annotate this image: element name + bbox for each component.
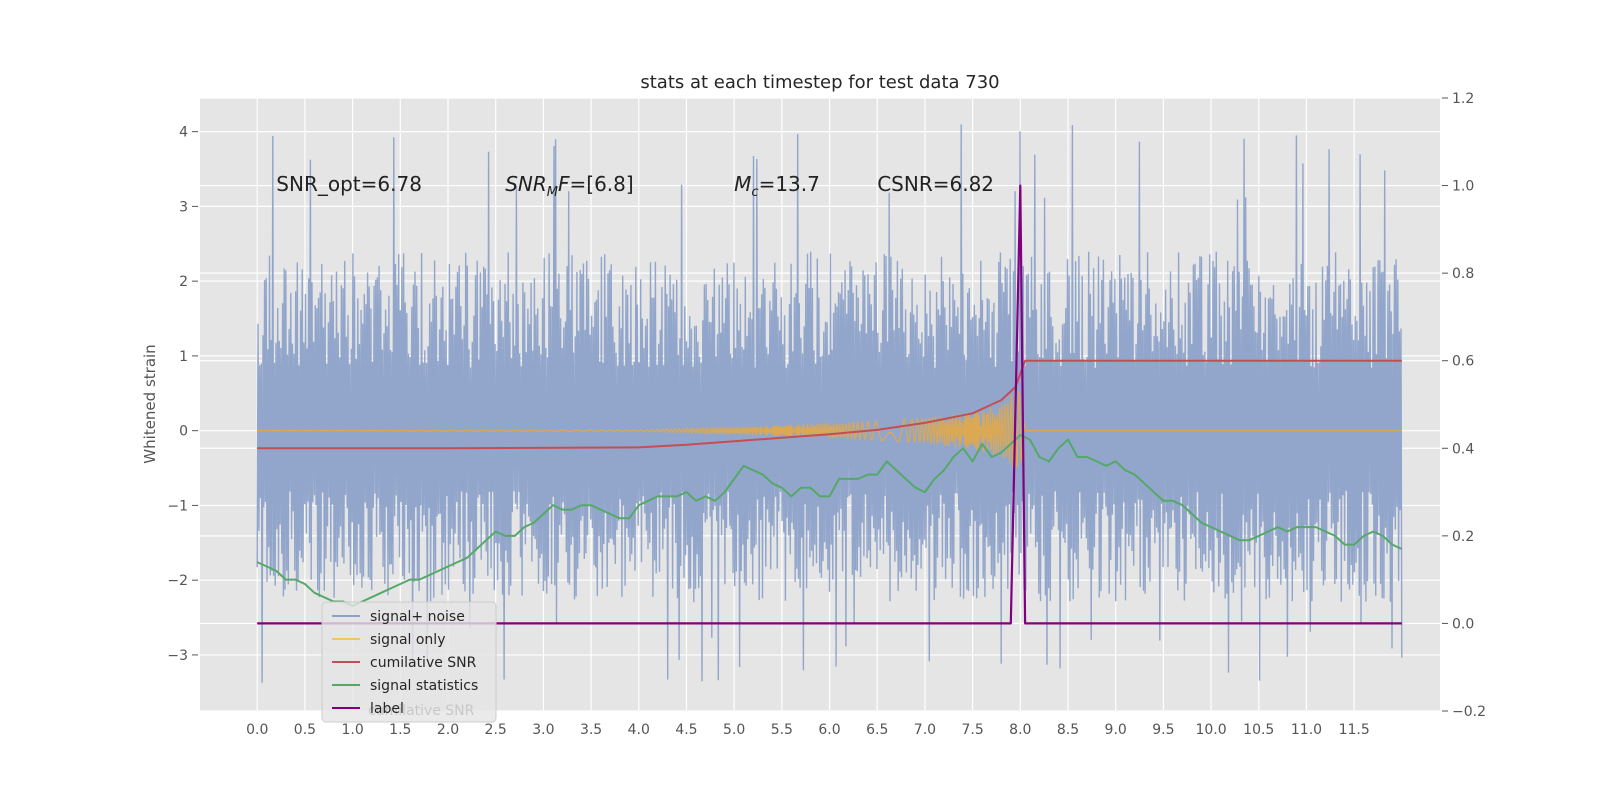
y-tick-label: 4 (179, 125, 188, 141)
y-tick-label: 1 (179, 349, 188, 365)
x-tick-label: 8.5 (1057, 722, 1079, 738)
y2-tick-label: 0.4 (1452, 441, 1474, 457)
y-tick-label: −3 (167, 648, 188, 664)
chart-title: stats at each timestep for test data 730 (640, 72, 999, 93)
annotation-part: =13.7 (759, 172, 820, 196)
y-tick-label: 3 (179, 199, 188, 215)
x-tick-label: 9.5 (1152, 722, 1174, 738)
legend-box (321, 601, 497, 723)
annotation-part: M (734, 172, 751, 196)
x-tick-label: 10.5 (1243, 722, 1274, 738)
annotation-part: F (558, 172, 570, 196)
annotation: CSNR=6.82 (877, 172, 994, 196)
y-axis-label: Whitened strain (141, 344, 159, 463)
x-tick-label: 1.0 (341, 722, 363, 738)
series-cumilative-snr (257, 359, 1402, 450)
x-tick-label: 9.0 (1105, 722, 1127, 738)
x-tick-label: 3.5 (580, 722, 602, 738)
annotation-subscript: M (547, 185, 558, 200)
x-tick-label: 5.5 (771, 722, 793, 738)
annotation: Mc=13.7 (734, 172, 820, 200)
annotation-part: =[6.8] (570, 172, 634, 196)
legend: cumilative SNR signal+ noise signal only cu… (321, 601, 497, 723)
y2-tick-label: 0.8 (1452, 266, 1474, 282)
legend-hidden-label: cumilative SNR (368, 703, 475, 719)
y-tick-label: −1 (167, 498, 188, 514)
x-tick-label: 7.0 (914, 722, 936, 738)
x-tick-label: 8.0 (1009, 722, 1031, 738)
x-tick-label: 3.0 (532, 722, 554, 738)
x-tick-label: 7.5 (961, 722, 983, 738)
series-signal-statistics (256, 434, 1403, 607)
x-tick-label: 0.5 (294, 722, 316, 738)
x-tick-label: 10.0 (1195, 722, 1226, 738)
annotation-part: SNR (505, 172, 547, 196)
series-label (257, 184, 1402, 625)
legend-label: cumilative SNR (370, 655, 477, 671)
series-signal-only (257, 390, 1402, 469)
y2-tick-label: 0.0 (1452, 616, 1474, 632)
legend-label: signal statistics (370, 678, 478, 694)
legend-label: signal only (370, 632, 445, 648)
y-tick-label: −2 (167, 573, 188, 589)
y-tick-label: 2 (179, 274, 188, 290)
x-tick-label: 11.0 (1291, 722, 1322, 738)
x-tick-label: 2.5 (485, 722, 507, 738)
x-tick-label: 11.5 (1339, 722, 1370, 738)
ticks: 0.0 0.5 1.0 1.5 2.0 2.5 3.0 3.5 4.0 4.5 5.0 5.5 6.0 6… (167, 91, 1486, 738)
y2-tick-label: 1.2 (1452, 91, 1474, 107)
annotation: SNR_opt=6.78 (276, 172, 422, 196)
x-tick-label: 6.0 (818, 722, 840, 738)
legend-label: label (370, 701, 404, 717)
annotation: SNRMF=[6.8] (505, 172, 633, 200)
x-tick-label: 0.0 (246, 722, 268, 738)
y2-tick-label: 0.6 (1452, 354, 1474, 370)
legend-label: signal+ noise (370, 609, 465, 625)
y2-tick-label: −0.2 (1452, 704, 1486, 720)
y-tick-label: 0 (179, 424, 188, 440)
x-tick-label: 2.0 (437, 722, 459, 738)
x-tick-label: 6.5 (866, 722, 888, 738)
x-tick-label: 4.0 (628, 722, 650, 738)
annotation-subscript: c (751, 185, 758, 200)
annotations: SNR_opt=6.78 SNRMF=[6.8] Mc=13.7 CSNR=6.82 (276, 172, 994, 200)
x-tick-label: 4.5 (675, 722, 697, 738)
y2-tick-label: 0.2 (1452, 529, 1474, 545)
x-tick-label: 1.5 (389, 722, 411, 738)
y2-tick-label: 1.0 (1452, 179, 1474, 195)
series-signal-noise (256, 124, 1403, 683)
series-layer (256, 124, 1403, 683)
x-tick-label: 5.0 (723, 722, 745, 738)
